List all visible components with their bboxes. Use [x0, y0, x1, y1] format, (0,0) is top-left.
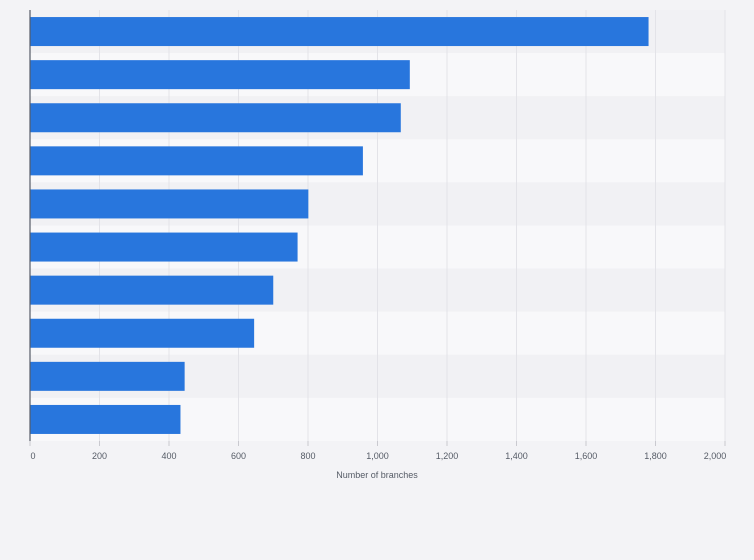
x-tick-label-9: 1,600 [575, 451, 598, 461]
bar-3 [30, 103, 401, 133]
x-tick-label-11: 2,000 [704, 451, 727, 461]
x-axis-title: Number of branches [336, 470, 418, 480]
x-tick-label-1: 0 [30, 451, 35, 461]
x-tick-label-5: 800 [300, 451, 315, 461]
x-tick-label-10: 1,800 [644, 451, 667, 461]
axes [29, 10, 726, 446]
bar-6 [30, 232, 298, 262]
x-tick-labels: 0 200 400 600 800 1,000 1,200 1,400 1,600 1,800 2,… [30, 451, 726, 461]
bar-7 [30, 275, 274, 305]
bar-9 [30, 361, 185, 391]
bar-4 [30, 146, 363, 176]
x-tick-label-7: 1,200 [436, 451, 459, 461]
bars [30, 17, 649, 434]
x-tick-label-3: 400 [161, 451, 176, 461]
bar-1 [30, 17, 649, 47]
bar-5 [30, 189, 309, 219]
bar-2 [30, 60, 410, 90]
bar-10 [30, 404, 181, 434]
x-tick-label-6: 1,000 [366, 451, 389, 461]
x-tick-label-4: 600 [231, 451, 246, 461]
bar-8 [30, 318, 255, 348]
x-tick-label-2: 200 [92, 451, 107, 461]
x-tick-label-8: 1,400 [505, 451, 528, 461]
